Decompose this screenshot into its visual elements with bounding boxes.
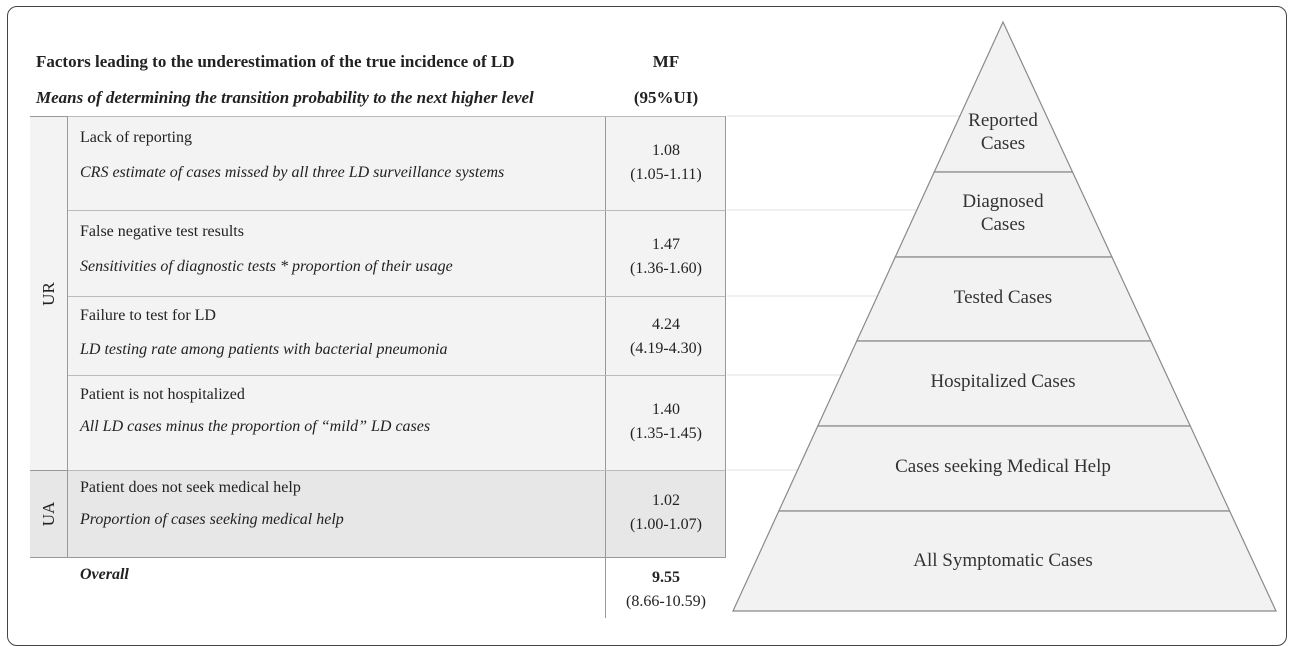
row-description: Proportion of cases seeking medical help [80,511,344,528]
mf-interval: (1.36-1.60) [630,260,702,277]
connector-lines [727,115,960,471]
mf-value: 1.08 [652,142,680,159]
mf-interval: (1.00-1.07) [630,516,702,533]
row-title: False negative test results [80,223,244,240]
pyramid-tier-label: Tested Cases [953,286,1053,308]
table-row: Patient does not seek medical help Propo… [68,470,726,558]
table-row: Patient is not hospitalized All LD cases… [68,375,726,470]
row-title: Patient is not hospitalized [80,386,245,403]
mf-value: 1.47 [652,236,680,253]
row-title: Failure to test for LD [80,307,216,324]
pyramid-tier-label: Diagnosed Cases [962,190,1044,235]
mf-value: 4.24 [652,316,680,333]
table-row: Lack of reporting CRS estimate of cases … [68,116,726,210]
pyramid-tier-label: All Symptomatic Cases [913,549,1093,571]
table-row: Failure to test for LD LD testing rate a… [68,296,726,375]
table-right-border [725,116,726,558]
pyramid-tiers [732,20,1277,612]
mf-cell: 1.40 (1.35-1.45) [605,376,726,470]
row-title: Patient does not seek medical help [80,479,301,496]
mf-interval: (4.19-4.30) [630,340,702,357]
ui-header: (95%UI) [633,88,699,107]
mf-cell: 1.47 (1.36-1.60) [605,211,726,296]
mf-cell: 1.02 (1.00-1.07) [605,471,726,557]
row-description: LD testing rate among patients with bact… [80,341,448,358]
means-header: Means of determining the transition prob… [36,88,534,107]
overall-mf-cell: 9.55 (8.66-10.59) [605,558,726,618]
mf-header: MF [652,52,680,71]
mf-value: 1.02 [652,492,680,509]
table-row: False negative test results Sensitivitie… [68,210,726,296]
pyramid-tier-label: Hospitalized Cases [930,371,1076,392]
overall-mf-value: 9.55 [652,569,680,586]
mf-interval: (1.05-1.11) [630,166,702,183]
mf-interval: (1.35-1.45) [630,425,702,442]
overall-row: Overall 9.55 (8.66-10.59) [68,558,726,618]
group-ua: UA [30,470,68,558]
mf-cell: 4.24 (4.19-4.30) [605,297,726,375]
group-ur: UR [30,116,68,470]
mf-cell: 1.08 (1.05-1.11) [605,117,726,210]
overall-label: Overall [80,566,129,583]
factors-header: Factors leading to the underestimation o… [36,52,515,71]
overall-mf-interval: (8.66-10.59) [626,593,706,610]
row-title: Lack of reporting [80,129,192,146]
row-description: CRS estimate of cases missed by all thre… [80,164,505,181]
pyramid-tier-label: Reported Cases [968,110,1038,154]
mf-value: 1.40 [652,401,680,418]
row-description: Sensitivities of diagnostic tests * prop… [80,258,453,275]
incidence-pyramid [727,20,1277,612]
row-description: All LD cases minus the proportion of “mi… [80,418,431,435]
factors-table: UR UA Lack of reporting CRS estimate of … [30,116,726,618]
pyramid-tier-label: Cases seeking Medical Help [895,456,1111,477]
pyramid-tier [732,510,1277,612]
